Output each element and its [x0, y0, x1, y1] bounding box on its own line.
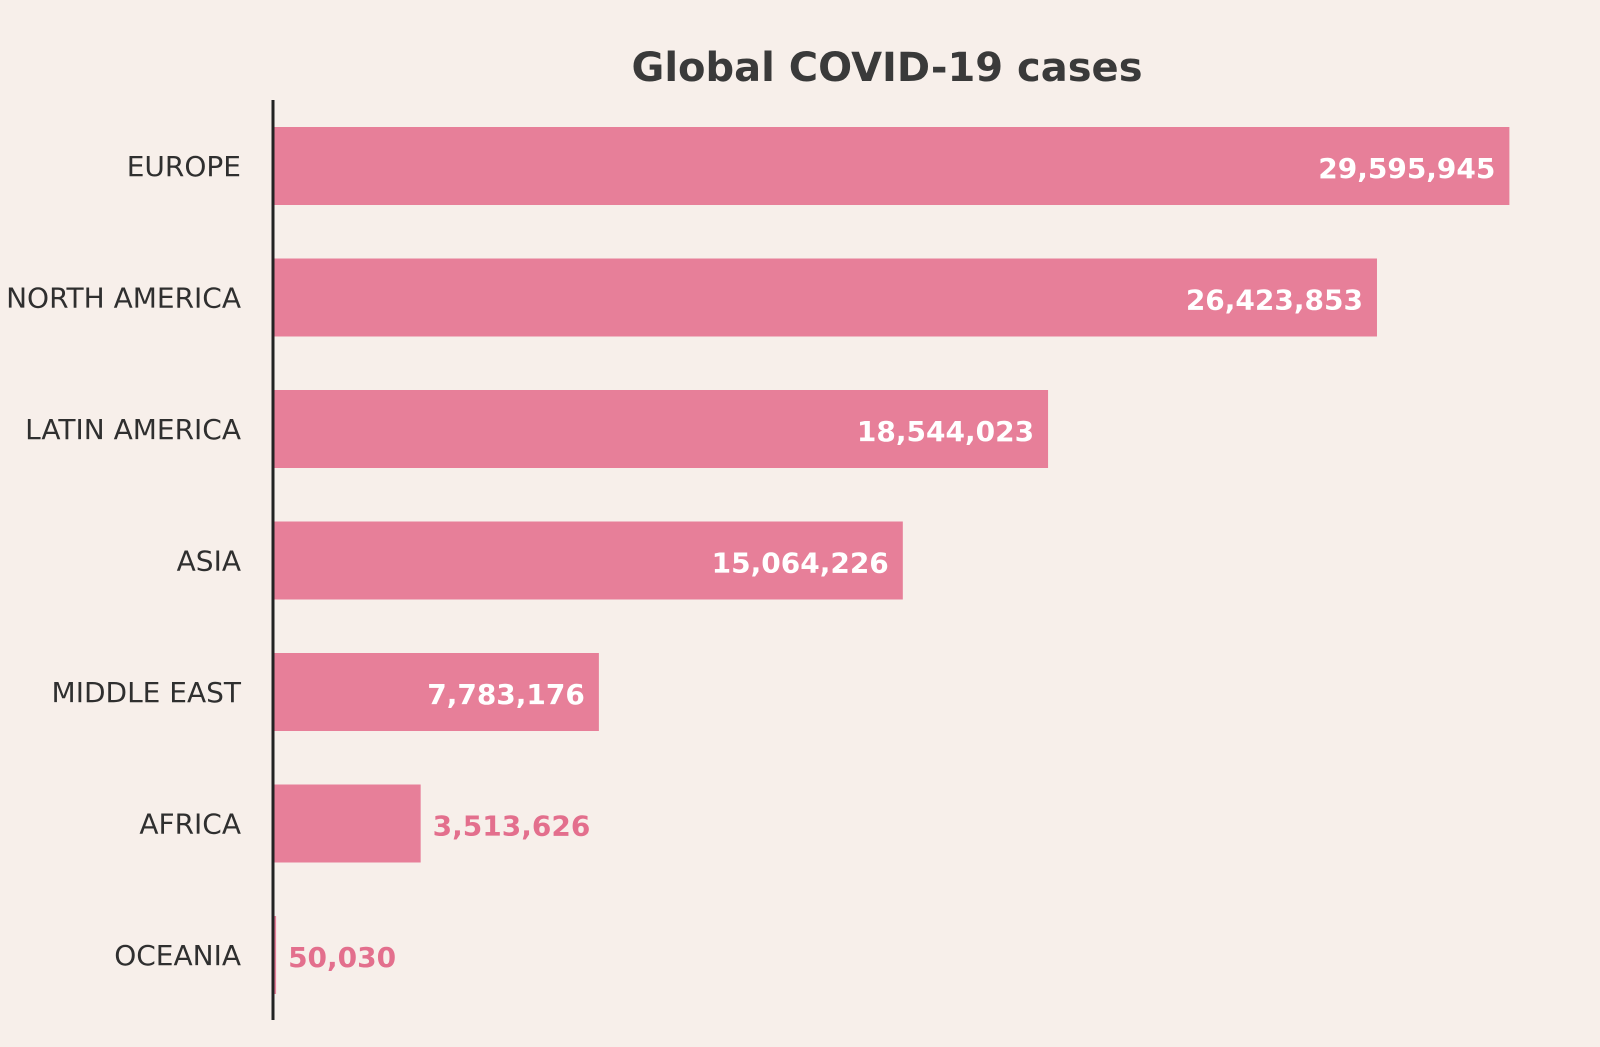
- chart-title: Global COVID-19 cases: [632, 45, 1143, 91]
- bar-asia: [274, 521, 903, 600]
- value-label-middle-east: 7,783,176: [427, 678, 585, 711]
- value-label-asia: 15,064,226: [712, 547, 889, 580]
- category-label-asia: ASIA: [177, 545, 241, 578]
- value-label-north-america: 26,423,853: [1186, 284, 1363, 317]
- category-label-north-america: NORTH AMERICA: [6, 282, 241, 315]
- bars-layer: [274, 127, 1510, 994]
- bar-middle-east: [274, 653, 599, 731]
- value-label-oceania: 50,030: [288, 941, 396, 974]
- category-label-latin-america: LATIN AMERICA: [25, 413, 241, 446]
- category-label-middle-east: MIDDLE EAST: [52, 676, 242, 709]
- bar-latin-america: [274, 390, 1049, 468]
- value-label-latin-america: 18,544,023: [857, 415, 1034, 448]
- value-label-africa: 3,513,626: [433, 810, 591, 843]
- bar-africa: [274, 784, 421, 863]
- bar-north-america: [274, 258, 1377, 337]
- value-label-europe: 29,595,945: [1318, 152, 1495, 185]
- category-label-africa: AFRICA: [139, 808, 241, 841]
- category-label-oceania: OCEANIA: [114, 939, 241, 972]
- labels-layer: EUROPE 29,595,945 NORTH AMERICA 26,423,853 L…: [6, 150, 1495, 974]
- bar-oceania: [274, 916, 277, 994]
- category-label-europe: EUROPE: [127, 150, 241, 183]
- bar-europe: [274, 127, 1510, 205]
